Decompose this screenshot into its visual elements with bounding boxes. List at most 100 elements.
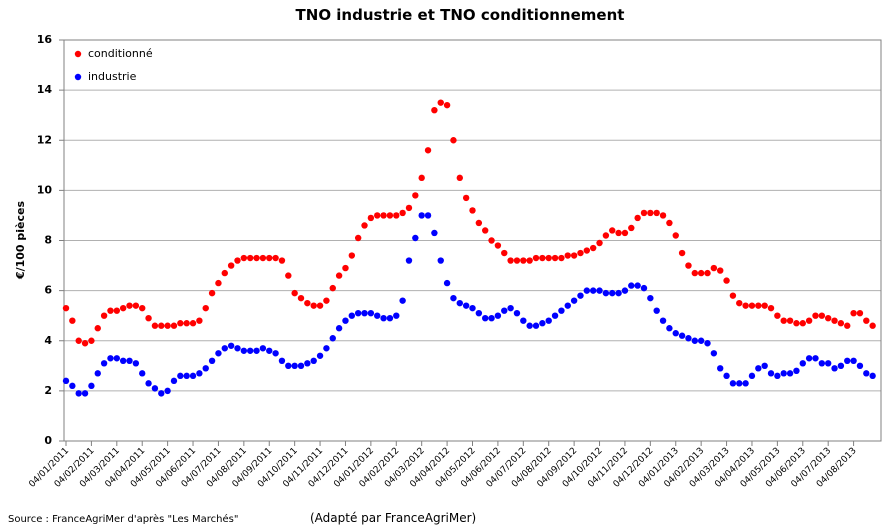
data-point (119, 304, 127, 312)
data-point (380, 212, 387, 219)
y-tick-label: 2 (44, 384, 52, 397)
data-point (342, 317, 349, 324)
data-point (761, 302, 768, 309)
data-point (246, 347, 254, 354)
data-point (856, 309, 864, 317)
data-point (850, 357, 857, 364)
data-point (488, 314, 495, 322)
data-point (469, 207, 476, 214)
legend-marker (74, 73, 82, 81)
data-point (558, 307, 565, 314)
data-point (94, 325, 101, 332)
data-point (335, 325, 343, 332)
data-point (234, 257, 241, 264)
data-point (310, 357, 317, 364)
data-point (189, 372, 197, 380)
data-point (227, 262, 235, 269)
data-point (551, 254, 559, 262)
data-point (234, 345, 241, 352)
data-point (170, 322, 178, 329)
data-point (532, 322, 540, 329)
data-point (589, 244, 597, 252)
data-point (323, 345, 330, 352)
data-point (755, 302, 762, 309)
data-point (424, 212, 432, 219)
chart-title: TNO industrie et TNO conditionnement (296, 6, 625, 24)
data-point (450, 294, 457, 302)
y-tick-label: 6 (44, 284, 52, 297)
data-point (221, 345, 228, 352)
data-point (482, 314, 489, 322)
data-point (710, 264, 718, 272)
data-point (297, 294, 305, 302)
data-point (736, 299, 743, 307)
data-point (126, 357, 133, 364)
y-tick-label: 10 (37, 183, 53, 196)
data-point (786, 370, 794, 377)
data-point (831, 317, 838, 324)
data-point (704, 340, 711, 347)
data-point (863, 317, 870, 324)
data-point (793, 320, 800, 327)
y-tick-label: 12 (37, 133, 52, 146)
data-point (615, 289, 622, 297)
data-point (278, 357, 286, 364)
data-point (431, 106, 438, 114)
data-point (691, 269, 699, 277)
data-point (240, 254, 248, 262)
data-point (278, 257, 286, 264)
data-point (386, 212, 394, 219)
data-point (672, 330, 679, 337)
data-point (196, 370, 203, 377)
data-point (272, 350, 279, 357)
data-point (196, 317, 203, 324)
data-point (354, 234, 362, 242)
data-point (659, 212, 667, 219)
data-point (456, 299, 463, 307)
data-point (609, 289, 616, 297)
data-point (145, 314, 152, 322)
data-point (412, 234, 419, 242)
data-point (272, 254, 279, 262)
data-point (151, 322, 159, 329)
data-point (666, 325, 673, 332)
data-point (437, 257, 444, 264)
data-point (132, 302, 140, 309)
data-point (81, 390, 89, 397)
data-point (170, 377, 178, 385)
data-point (596, 239, 603, 247)
data-point (742, 380, 749, 387)
data-point (837, 362, 845, 370)
data-point (710, 350, 718, 357)
data-point (450, 137, 457, 144)
data-point (151, 385, 159, 392)
data-point (291, 362, 298, 370)
data-point (526, 322, 533, 329)
data-point (88, 382, 95, 390)
data-point (837, 320, 845, 327)
data-point (107, 307, 114, 314)
data-point (805, 317, 813, 324)
data-point (393, 312, 400, 319)
data-point (100, 360, 108, 367)
data-point (405, 257, 413, 264)
y-tick-label: 8 (44, 234, 52, 247)
data-point (602, 289, 610, 297)
data-point (717, 365, 724, 372)
data-point (691, 337, 699, 344)
data-point (304, 299, 311, 307)
data-point (437, 99, 444, 106)
data-point (367, 309, 375, 317)
data-point (139, 304, 146, 312)
data-point (208, 357, 216, 364)
data-point (869, 322, 876, 329)
data-point (113, 307, 121, 314)
data-point (164, 387, 171, 395)
data-point (266, 254, 273, 262)
data-point (539, 254, 546, 262)
data-point (494, 242, 502, 249)
data-point (748, 372, 756, 380)
legend-label: industrie (88, 70, 137, 83)
data-point (507, 304, 514, 312)
